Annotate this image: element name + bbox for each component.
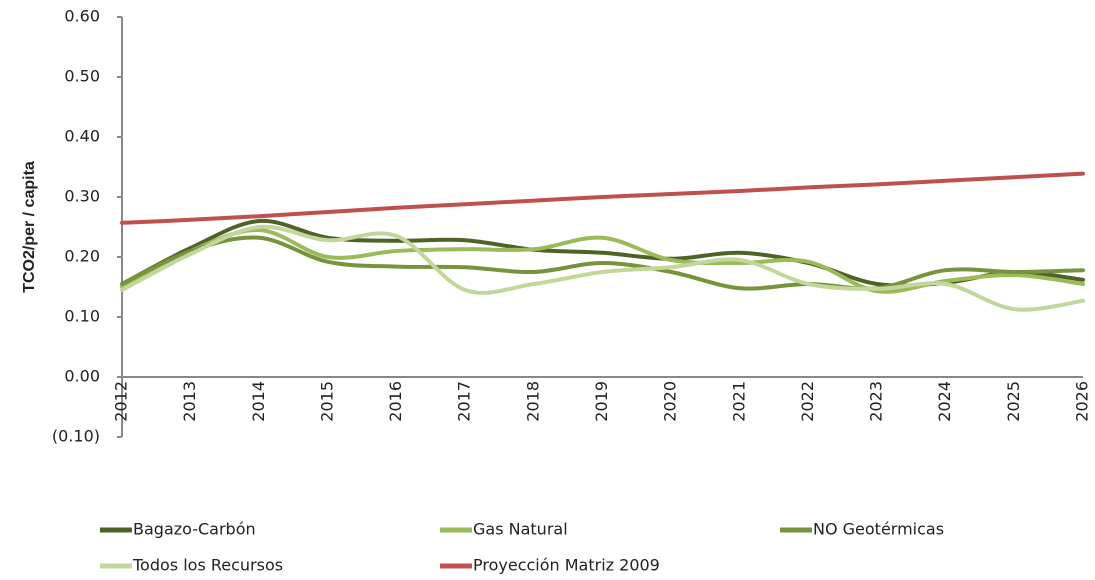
legend-label: NO Geotérmicas — [813, 520, 944, 539]
legend-label: Proyección Matriz 2009 — [473, 556, 660, 575]
x-tick-label: 2015 — [317, 381, 336, 422]
y-axis-title: TCO2/per / capita — [21, 161, 38, 293]
y-tick-label: 0.60 — [64, 7, 100, 26]
series-line — [120, 224, 1085, 312]
y-tick-label: 0.10 — [64, 307, 100, 326]
legend-label: Gas Natural — [473, 520, 568, 539]
y-tick-label: 0.20 — [64, 247, 100, 266]
y-tick-label: (0.10) — [52, 427, 100, 446]
x-tick-label: 2022 — [798, 381, 817, 422]
x-tick-label: 2024 — [935, 381, 954, 422]
legend-label: Todos los Recursos — [132, 556, 283, 575]
x-tick-label: 2013 — [180, 381, 199, 422]
x-tick-label: 2019 — [592, 381, 611, 422]
legend-label: Bagazo-Carbón — [133, 520, 256, 539]
y-tick-label: 0.40 — [64, 127, 100, 146]
x-tick-label: 2025 — [1004, 381, 1023, 422]
y-tick-label: 0.30 — [64, 187, 100, 206]
series-line — [120, 171, 1085, 225]
y-tick-label: 0.00 — [64, 367, 100, 386]
x-tick-label: 2016 — [386, 381, 405, 422]
y-tick-label: 0.50 — [64, 67, 100, 86]
x-tick-label: 2014 — [249, 381, 268, 422]
x-tick-label: 2012 — [112, 381, 131, 422]
x-tick-label: 2017 — [455, 381, 474, 422]
series-line — [120, 235, 1085, 291]
x-tick-label: 2023 — [867, 381, 886, 422]
x-tick-label: 2026 — [1073, 381, 1092, 422]
x-tick-label: 2018 — [523, 381, 542, 422]
x-tick-label: 2021 — [729, 381, 748, 422]
x-tick-label: 2020 — [661, 381, 680, 422]
